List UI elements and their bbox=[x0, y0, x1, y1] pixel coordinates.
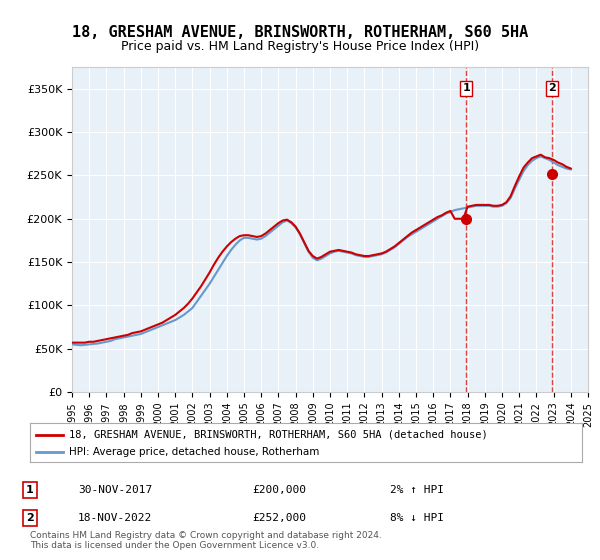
Text: 2% ↑ HPI: 2% ↑ HPI bbox=[390, 485, 444, 495]
Text: Contains HM Land Registry data © Crown copyright and database right 2024.
This d: Contains HM Land Registry data © Crown c… bbox=[30, 530, 382, 550]
Text: 1: 1 bbox=[26, 485, 34, 495]
Text: HPI: Average price, detached house, Rotherham: HPI: Average price, detached house, Roth… bbox=[68, 447, 319, 457]
Text: 18, GRESHAM AVENUE, BRINSWORTH, ROTHERHAM, S60 5HA: 18, GRESHAM AVENUE, BRINSWORTH, ROTHERHA… bbox=[72, 25, 528, 40]
Text: £200,000: £200,000 bbox=[252, 485, 306, 495]
Text: 30-NOV-2017: 30-NOV-2017 bbox=[78, 485, 152, 495]
Text: Price paid vs. HM Land Registry's House Price Index (HPI): Price paid vs. HM Land Registry's House … bbox=[121, 40, 479, 53]
Text: 2: 2 bbox=[548, 83, 556, 94]
Text: 18, GRESHAM AVENUE, BRINSWORTH, ROTHERHAM, S60 5HA (detached house): 18, GRESHAM AVENUE, BRINSWORTH, ROTHERHA… bbox=[68, 430, 487, 440]
Text: 1: 1 bbox=[463, 83, 470, 94]
Text: 8% ↓ HPI: 8% ↓ HPI bbox=[390, 513, 444, 523]
Text: £252,000: £252,000 bbox=[252, 513, 306, 523]
Text: 18-NOV-2022: 18-NOV-2022 bbox=[78, 513, 152, 523]
Text: 2: 2 bbox=[26, 513, 34, 523]
